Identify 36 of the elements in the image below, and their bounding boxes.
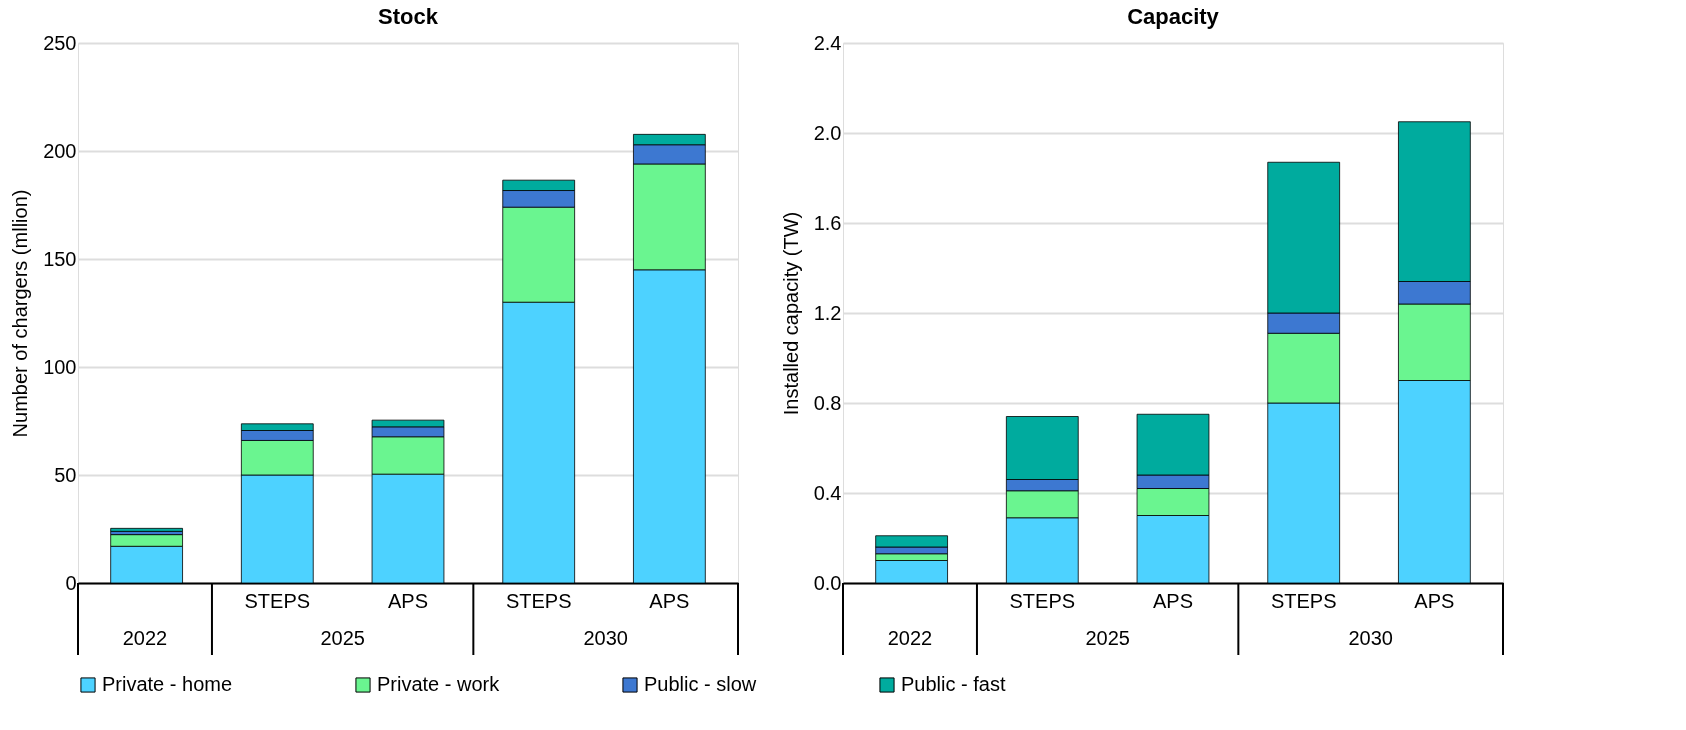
text: 2025 (1085, 627, 1130, 649)
y-tick-label: 1.6 (813, 211, 842, 234)
x-tick-label: STEPS (1270, 589, 1337, 612)
y-tick-label: 250 (43, 31, 77, 54)
y-tick-label: 2.0 (813, 121, 842, 144)
chart-title: Stock (378, 4, 439, 29)
text: 2025 (320, 627, 365, 649)
x-tick-label: APS (1414, 589, 1455, 612)
y-axis-title: Number of chargers (mllion) (9, 189, 32, 438)
x-tick-label: APS (1152, 589, 1194, 612)
y-tick-label: 0 (65, 571, 77, 594)
y-tick-label: 0.0 (813, 571, 842, 594)
chart-title: Capacity (1127, 4, 1220, 29)
y-tick-label: 150 (43, 247, 77, 270)
legend-label: Public - slow (644, 673, 757, 695)
text: 2030 (1348, 627, 1393, 649)
text: 2022 (887, 627, 933, 649)
x-tick-label: APS (649, 589, 690, 612)
y-axis-title: Installed capacity (TW) (779, 211, 802, 416)
y-tick-label: 2.4 (813, 31, 842, 54)
y-tick-label: 100 (43, 355, 77, 378)
legend-label: Public - fast (901, 673, 1006, 695)
y-tick-label: 1.2 (813, 301, 842, 324)
y-tick-label: 200 (43, 139, 77, 162)
y-tick-label: 0.8 (813, 391, 842, 414)
y-tick-label: 0.4 (813, 481, 842, 504)
text: 2030 (583, 627, 628, 649)
y-tick-label: 50 (54, 463, 77, 486)
bar (110, 527, 183, 532)
x-tick-label: APS (387, 589, 429, 612)
x-tick-label: STEPS (505, 589, 572, 612)
text: 2022 (122, 627, 168, 649)
x-tick-label: STEPS (244, 589, 311, 612)
legend-label: Private - home (102, 673, 233, 695)
legend-label: Private - work (377, 673, 501, 695)
x-tick-label: STEPS (1009, 589, 1076, 612)
